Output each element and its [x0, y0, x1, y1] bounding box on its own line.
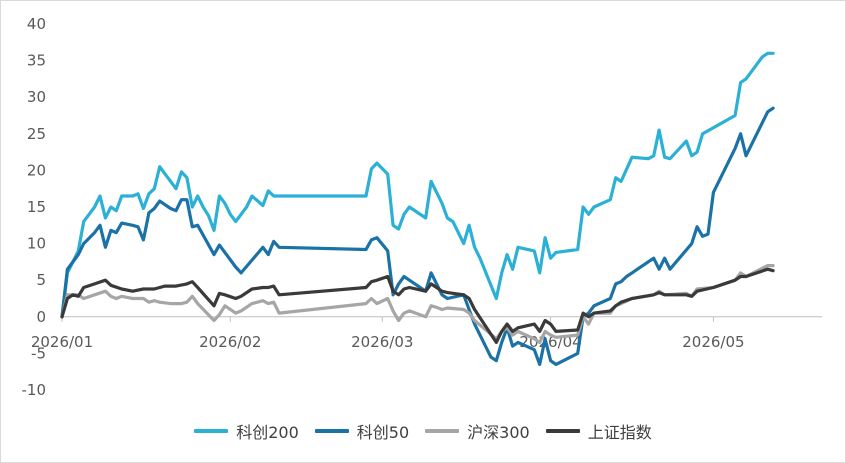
- legend-swatch: [425, 429, 460, 433]
- y-tick-label: 35: [27, 52, 46, 70]
- legend-label: 科创50: [356, 423, 410, 442]
- legend-swatch: [314, 429, 349, 433]
- y-tick-label: 25: [27, 125, 46, 143]
- series-line-3: [60, 267, 775, 344]
- legend-item-kc50: 科创50: [314, 419, 410, 443]
- y-tick-label: 10: [27, 235, 46, 253]
- legend-item-hs300: 沪深300: [425, 419, 530, 443]
- x-tick-label: 2026/03: [351, 333, 413, 351]
- legend-item-sse: 上证指数: [545, 419, 652, 443]
- legend-label: 科创200: [236, 423, 299, 442]
- series-line-1: [60, 106, 775, 366]
- series-line-0: [60, 51, 775, 319]
- x-axis-ticks: 2026/01 2026/02 2026/03 2026/04 2026/05: [31, 316, 745, 351]
- y-axis-ticks: -10 -5 0 5 10 15 20 25 30 35 40: [22, 15, 47, 399]
- legend-swatch: [194, 429, 229, 433]
- x-tick-label: 2026/01: [31, 333, 93, 351]
- legend: 科创200 科创50 沪深300 上证指数: [0, 418, 846, 444]
- y-tick-label: 40: [27, 15, 46, 33]
- y-tick-label: -5: [31, 344, 46, 362]
- legend-label: 沪深300: [467, 423, 530, 442]
- y-tick-label: -10: [22, 381, 47, 399]
- y-tick-label: 5: [36, 271, 46, 289]
- series-line-2: [60, 264, 775, 344]
- legend-item-kc200: 科创200: [194, 419, 299, 443]
- y-tick-label: 30: [27, 88, 46, 106]
- x-tick-label: 2026/02: [199, 333, 261, 351]
- y-tick-label: 0: [36, 308, 46, 326]
- line-chart: -10 -5 0 5 10 15 20 25 30 35 40 2026/01 2026/02 2026…: [22, 15, 822, 399]
- legend-swatch: [545, 429, 580, 433]
- y-tick-label: 20: [27, 161, 46, 179]
- y-tick-label: 15: [27, 198, 46, 216]
- series-lines: [60, 51, 775, 366]
- legend-label: 上证指数: [587, 423, 652, 442]
- x-tick-label: 2026/05: [682, 333, 744, 351]
